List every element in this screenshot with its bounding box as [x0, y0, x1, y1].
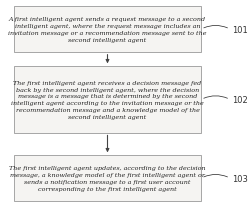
Text: 101: 101 — [232, 25, 248, 34]
Text: A first intelligent agent sends a request message to a second
intelligent agent,: A first intelligent agent sends a reques… — [8, 17, 207, 42]
Bar — [14, 7, 201, 53]
Text: 102: 102 — [232, 95, 248, 104]
Text: The first intelligent agent updates, according to the decision
message, a knowle: The first intelligent agent updates, acc… — [9, 166, 206, 191]
Bar — [14, 156, 201, 201]
Bar — [14, 67, 201, 133]
Text: 103: 103 — [232, 174, 248, 183]
Text: The first intelligent agent receives a decision message fed
back by the second i: The first intelligent agent receives a d… — [11, 81, 204, 119]
